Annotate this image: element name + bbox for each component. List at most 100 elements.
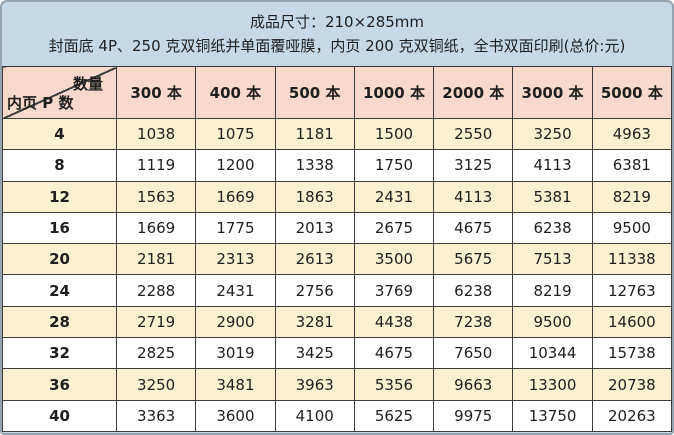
price-cell: 3125: [433, 149, 514, 182]
price-cell: 3250: [115, 368, 197, 401]
price-cell: 2013: [274, 211, 355, 245]
price-table: 数量 内页 P 数 300 本 400 本 500 本 1000 本 2000 本 300…: [2, 66, 672, 432]
price-cell: 5381: [512, 180, 593, 213]
table-row: 36 3250 3481 3963 5356 9663 13300 20738: [2, 368, 672, 401]
column-header: 5000 本: [591, 66, 672, 119]
price-cell: 13750: [512, 399, 593, 432]
price-cell: 2825: [115, 337, 197, 370]
table-row: 12 1563 1669 1863 2431 4113 5381 8219: [2, 180, 672, 213]
table-row: 4 1038 1075 1181 1500 2550 3250 4963: [2, 117, 672, 151]
price-cell: 3281: [274, 305, 355, 339]
price-table-body: 4 1038 1075 1181 1500 2550 3250 4963 8 1119 1200 13…: [2, 117, 672, 432]
price-cell: 1750: [353, 149, 435, 182]
price-cell: 9500: [512, 305, 593, 339]
price-cell: 1669: [195, 180, 276, 213]
table-row: 8 1119 1200 1338 1750 3125 4113 6381: [2, 149, 672, 182]
price-cell: 2431: [353, 180, 435, 213]
price-cell: 1563: [115, 180, 197, 213]
column-header: 1000 本: [353, 66, 435, 119]
row-label: 12: [2, 180, 117, 213]
price-cell: 2900: [195, 305, 276, 339]
price-cell: 7238: [433, 305, 514, 339]
price-cell: 9663: [433, 368, 514, 401]
price-cell: 5675: [433, 243, 514, 276]
table-row: 16 1669 1775 2013 2675 4675 6238 9500: [2, 211, 672, 245]
diagonal-header-cell: 数量 内页 P 数: [2, 66, 117, 119]
table-row: 40 3363 3600 4100 5625 9975 13750 20263: [2, 399, 672, 432]
price-cell: 1200: [195, 149, 276, 182]
price-cell: 1669: [115, 211, 197, 245]
price-cell: 1338: [274, 149, 355, 182]
price-cell: 6381: [591, 149, 672, 182]
price-cell: 4675: [353, 337, 435, 370]
table-row: 20 2181 2313 2613 3500 5675 7513 11338: [2, 243, 672, 276]
price-cell: 1181: [274, 117, 355, 151]
price-cell: 3250: [512, 117, 593, 151]
price-cell: 2313: [195, 243, 276, 276]
price-cell: 5625: [353, 399, 435, 432]
row-label: 32: [2, 337, 117, 370]
price-cell: 9975: [433, 399, 514, 432]
row-label: 16: [2, 211, 117, 245]
price-cell: 3769: [353, 274, 435, 307]
price-cell: 7650: [433, 337, 514, 370]
price-cell: 3363: [115, 399, 197, 432]
row-label: 24: [2, 274, 117, 307]
column-header: 500 本: [274, 66, 355, 119]
table-row: 32 2825 3019 3425 4675 7650 10344 15738: [2, 337, 672, 370]
price-cell: 8219: [591, 180, 672, 213]
price-cell: 2613: [274, 243, 355, 276]
price-cell: 2756: [274, 274, 355, 307]
price-cell: 3481: [195, 368, 276, 401]
quantity-axis-label: 数量: [72, 75, 103, 93]
price-cell: 3600: [195, 399, 276, 432]
price-cell: 2675: [353, 211, 435, 245]
price-cell: 1500: [353, 117, 435, 151]
price-cell: 2431: [195, 274, 276, 307]
price-cell: 1075: [195, 117, 276, 151]
price-cell: 4100: [274, 399, 355, 432]
column-header: 400 本: [195, 66, 276, 119]
price-cell: 6238: [512, 211, 593, 245]
price-cell: 2550: [433, 117, 514, 151]
row-label: 8: [2, 149, 117, 182]
price-cell: 10344: [512, 337, 593, 370]
price-cell: 15738: [591, 337, 672, 370]
column-header: 300 本: [115, 66, 197, 119]
pages-axis-label: 内页 P 数: [7, 94, 74, 112]
table-row: 24 2288 2431 2756 3769 6238 8219 12763: [2, 274, 672, 307]
price-cell: 20263: [591, 399, 672, 432]
price-cell: 1775: [195, 211, 276, 245]
price-cell: 4438: [353, 305, 435, 339]
row-label: 20: [2, 243, 117, 276]
row-label: 40: [2, 399, 117, 432]
price-cell: 5356: [353, 368, 435, 401]
column-header: 2000 本: [433, 66, 514, 119]
price-cell: 7513: [512, 243, 593, 276]
price-cell: 4113: [512, 149, 593, 182]
table-row: 28 2719 2900 3281 4438 7238 9500 14600: [2, 305, 672, 339]
price-cell: 2719: [115, 305, 197, 339]
column-header: 3000 本: [512, 66, 593, 119]
price-cell: 4963: [591, 117, 672, 151]
price-cell: 13300: [512, 368, 593, 401]
price-cell: 14600: [591, 305, 672, 339]
price-cell: 3425: [274, 337, 355, 370]
price-cell: 11338: [591, 243, 672, 276]
price-cell: 20738: [591, 368, 672, 401]
row-label: 36: [2, 368, 117, 401]
price-cell: 2288: [115, 274, 197, 307]
price-cell: 4113: [433, 180, 514, 213]
product-size-line: 成品尺寸：210×285mm: [249, 13, 425, 32]
price-cell: 9500: [591, 211, 672, 245]
price-cell: 1119: [115, 149, 197, 182]
price-cell: 3019: [195, 337, 276, 370]
price-cell: 2181: [115, 243, 197, 276]
row-label: 4: [2, 117, 117, 151]
price-cell: 6238: [433, 274, 514, 307]
price-cell: 3963: [274, 368, 355, 401]
table-header-row: 数量 内页 P 数 300 本 400 本 500 本 1000 本 2000 本 300…: [2, 66, 672, 119]
price-cell: 1863: [274, 180, 355, 213]
price-cell: 3500: [353, 243, 435, 276]
